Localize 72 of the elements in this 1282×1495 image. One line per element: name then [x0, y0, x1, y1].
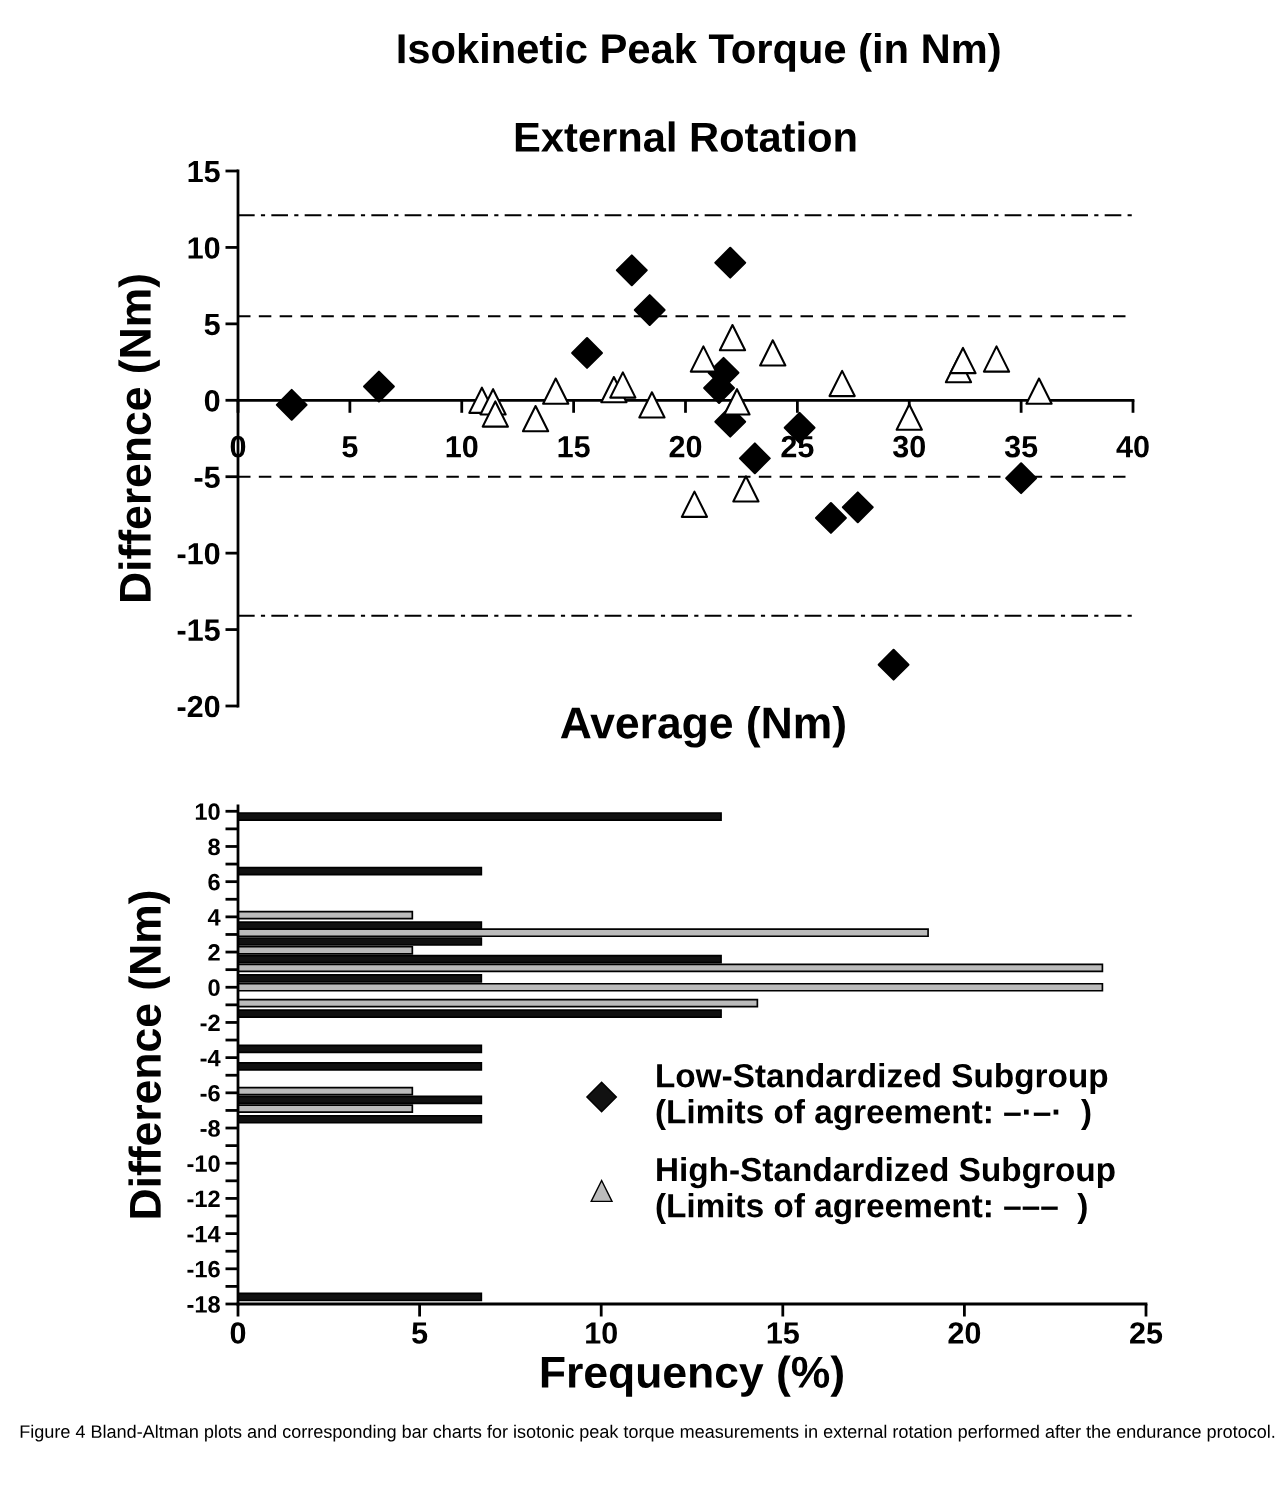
point: [828, 369, 856, 398]
x-axis-title: Average (Nm): [560, 706, 845, 748]
y-tick-label: -10: [177, 542, 220, 565]
y-tick-label: 5: [204, 313, 220, 336]
y-tick-label: -14: [187, 1225, 221, 1243]
y-tick-label: 2: [208, 944, 220, 961]
point: [877, 648, 910, 681]
x-tick-label: 5: [412, 1322, 428, 1344]
chart-subtitle: External Rotation: [515, 121, 856, 152]
point: [1005, 462, 1038, 495]
x-tick-label: 35: [1004, 435, 1038, 458]
point: [638, 391, 666, 419]
point: [895, 403, 923, 431]
y-tick-label: 0: [204, 390, 220, 412]
x-tick-label: 30: [892, 435, 925, 458]
point: [542, 377, 570, 405]
point: [949, 346, 977, 375]
point: [680, 490, 709, 518]
point: [633, 294, 666, 327]
x-tick-label: 25: [1130, 1322, 1163, 1344]
x-tick-label: 40: [1116, 435, 1149, 458]
point: [571, 336, 603, 369]
point: [521, 404, 550, 433]
point: [609, 371, 637, 399]
y-tick-label: -8: [200, 1120, 220, 1137]
y-tick-label: -18: [187, 1296, 220, 1313]
y-tick-label: 15: [188, 161, 220, 183]
x-tick-label: 5: [342, 436, 358, 458]
y-tick-label: 6: [208, 873, 220, 891]
x-tick-label: 20: [948, 1322, 981, 1344]
x-tick-label: 10: [586, 1322, 617, 1344]
y-tick-label: 0: [208, 979, 220, 997]
point: [275, 388, 308, 421]
x-axis-title: Frequency (%): [541, 1355, 843, 1397]
point: [841, 491, 874, 524]
y-tick-label: -10: [187, 1155, 220, 1173]
x-tick-label: 15: [767, 1322, 799, 1344]
legend-label: Low-Standardized Subgroup (Limits of agreement: –·–· ): [656, 1063, 1108, 1131]
y-tick-label: -15: [177, 619, 220, 641]
point: [615, 254, 648, 287]
point: [815, 502, 847, 534]
y-tick-label: -2: [200, 1014, 220, 1031]
y-tick-label: -20: [177, 695, 220, 718]
y-tick-label: 10: [195, 803, 220, 821]
point: [718, 323, 747, 352]
y-tick-label: -5: [194, 466, 220, 489]
y-tick-label: 8: [208, 838, 220, 856]
point: [738, 442, 771, 475]
y-tick-label: -6: [200, 1084, 220, 1102]
point: [982, 345, 1011, 373]
point: [732, 475, 760, 503]
y-tick-label: -16: [187, 1260, 220, 1278]
y-tick-label: -4: [200, 1049, 221, 1067]
point: [723, 388, 751, 416]
x-tick-label: 10: [446, 435, 478, 458]
y-tick-label: 10: [188, 237, 220, 259]
y-tick-label: 4: [207, 909, 221, 926]
point: [1025, 377, 1053, 405]
x-tick-label: 20: [669, 435, 702, 458]
point: [689, 345, 718, 373]
point: [759, 339, 787, 367]
point: [481, 400, 509, 428]
x-tick-label: 15: [558, 436, 590, 458]
y-axis-title: Difference (Nm): [128, 891, 170, 1218]
point: [714, 246, 747, 279]
chart-title: Isokinetic Peak Torque (in Nm): [398, 32, 1000, 72]
y-tick-label: -12: [187, 1190, 220, 1207]
caption: Figure 4 Bland-Altman plots and corresponding bar charts for isotonic peak torque measurements in external rotation performed after the endurance protocol.: [20, 1424, 1275, 1442]
point: [363, 370, 395, 403]
x-tick-label: 0: [230, 1322, 246, 1344]
y-axis-title: Difference (Nm): [118, 275, 160, 601]
legend-label: High-Standardized Subgroup (Limits of agreement: ––– ): [656, 1156, 1115, 1225]
